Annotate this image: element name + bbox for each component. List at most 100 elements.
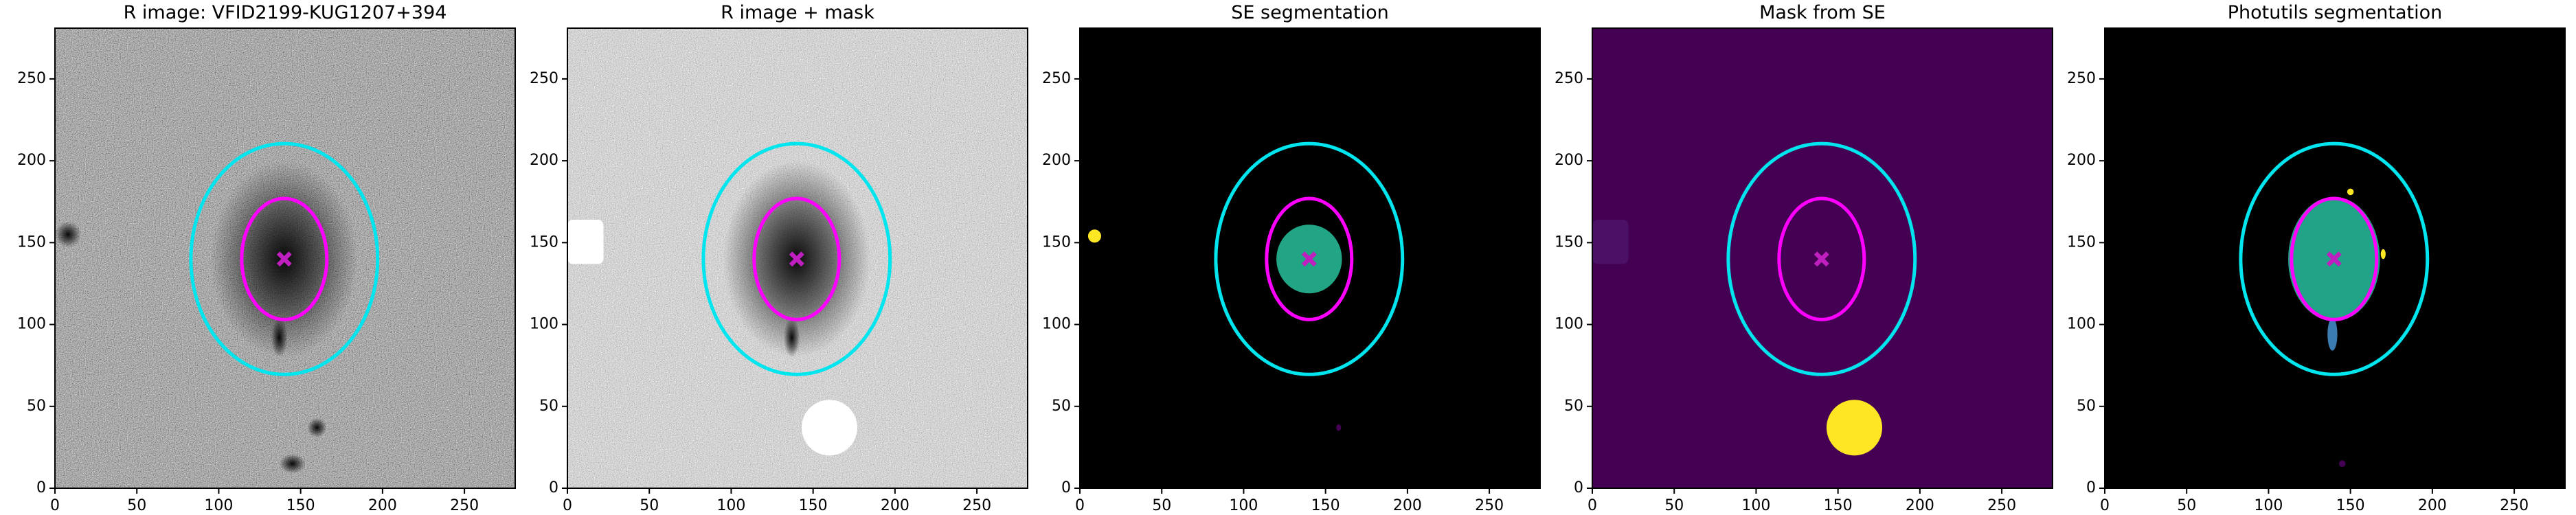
segment-region bbox=[1826, 400, 1883, 456]
segment-region bbox=[2338, 460, 2346, 468]
aperture-ellipse bbox=[2290, 196, 2379, 321]
center-marker bbox=[1814, 251, 1829, 267]
panel-title: R image: VFID2199-KUG1207+394 bbox=[124, 2, 447, 23]
x-tick-label: 100 bbox=[204, 497, 233, 514]
x-tick-label: 0 bbox=[1588, 497, 1597, 514]
y-tick-label: 250 bbox=[1042, 70, 1071, 87]
y-tick-label: 0 bbox=[1061, 479, 1071, 496]
y-tick-label: 250 bbox=[2067, 70, 2096, 87]
center-marker bbox=[2326, 251, 2342, 267]
aperture-ellipse bbox=[240, 196, 329, 321]
panel-title: SE segmentation bbox=[1231, 2, 1388, 23]
panel: Photutils segmentation 0 50 100 150 200 250 0 50… bbox=[2067, 2, 2566, 514]
x-tick-label: 50 bbox=[127, 497, 146, 514]
y-tick-label: 0 bbox=[549, 479, 558, 496]
y-tick-label: 250 bbox=[1555, 70, 1583, 87]
x-tick-label: 150 bbox=[286, 497, 315, 514]
plot-area bbox=[2105, 28, 2565, 488]
axes-frame bbox=[54, 27, 516, 489]
x-tick-label: 250 bbox=[962, 497, 991, 514]
center-marker bbox=[276, 251, 292, 267]
y-tick-label: 250 bbox=[17, 70, 46, 87]
y-tick-label: 50 bbox=[1052, 398, 1071, 415]
segment-region bbox=[271, 318, 288, 358]
y-tick-label: 0 bbox=[2086, 479, 2096, 496]
x-tick-label: 250 bbox=[1987, 497, 2016, 514]
y-tick-label: 250 bbox=[530, 70, 558, 87]
panel: SE segmentation 0 50 100 150 200 250 0 50 100 150 2… bbox=[1042, 2, 1541, 514]
y-tick-label: 100 bbox=[530, 316, 558, 333]
segment-region bbox=[783, 318, 800, 358]
x-tick-label: 50 bbox=[2177, 497, 2196, 514]
plot-area bbox=[567, 28, 1028, 488]
x-tick-label: 0 bbox=[563, 497, 572, 514]
y-tick-label: 50 bbox=[2077, 398, 2096, 415]
panel: R image + mask 0 50 100 150 200 250 0 50 100 150 20… bbox=[530, 2, 1028, 514]
y-tick-label: 150 bbox=[530, 233, 558, 251]
aperture-ellipse bbox=[1726, 141, 1917, 376]
center-marker bbox=[1301, 251, 1317, 267]
panel-title: R image + mask bbox=[721, 2, 874, 23]
axes-frame bbox=[567, 27, 1028, 489]
segment-region bbox=[279, 453, 306, 474]
x-tick-label: 250 bbox=[450, 497, 479, 514]
x-tick-label: 250 bbox=[2500, 497, 2529, 514]
aperture-ellipse bbox=[1265, 196, 1354, 321]
x-tick-label: 100 bbox=[716, 497, 745, 514]
aperture-ellipse bbox=[1777, 196, 1866, 321]
x-tick-label: 50 bbox=[1664, 497, 1684, 514]
y-tick-label: 100 bbox=[17, 316, 46, 333]
y-tick-label: 150 bbox=[2067, 233, 2096, 251]
panel-title: Photutils segmentation bbox=[2228, 2, 2443, 23]
segment-region bbox=[1087, 229, 1101, 243]
plot-area bbox=[55, 28, 515, 488]
x-tick-label: 150 bbox=[1311, 497, 1340, 514]
x-tick-label: 150 bbox=[1824, 497, 1853, 514]
segment-region bbox=[2327, 318, 2338, 351]
y-tick-label: 50 bbox=[1564, 398, 1583, 415]
y-tick-label: 150 bbox=[1042, 233, 1071, 251]
x-tick-label: 50 bbox=[640, 497, 659, 514]
y-tick-label: 0 bbox=[36, 479, 46, 496]
x-tick-label: 0 bbox=[1075, 497, 1085, 514]
y-tick-label: 50 bbox=[539, 398, 558, 415]
y-tick-label: 200 bbox=[1555, 152, 1583, 169]
x-tick-label: 150 bbox=[2336, 497, 2365, 514]
aperture-ellipse bbox=[189, 141, 380, 376]
plot-area bbox=[1592, 28, 2053, 488]
x-tick-label: 200 bbox=[881, 497, 909, 514]
segment-region bbox=[2380, 249, 2386, 260]
y-tick-label: 100 bbox=[2067, 316, 2096, 333]
x-tick-label: 0 bbox=[50, 497, 60, 514]
x-tick-label: 100 bbox=[2254, 497, 2283, 514]
x-tick-label: 200 bbox=[368, 497, 397, 514]
aperture-ellipse bbox=[2239, 141, 2430, 376]
y-tick-label: 200 bbox=[1042, 152, 1071, 169]
x-tick-label: 100 bbox=[1229, 497, 1258, 514]
x-tick-label: 200 bbox=[1393, 497, 1422, 514]
y-tick-label: 100 bbox=[1555, 316, 1583, 333]
y-tick-label: 100 bbox=[1042, 316, 1071, 333]
x-tick-label: 200 bbox=[1906, 497, 1934, 514]
segment-region bbox=[55, 221, 82, 248]
segment-region bbox=[1336, 424, 1342, 431]
axes-frame bbox=[2104, 27, 2566, 489]
x-tick-label: 250 bbox=[1475, 497, 1504, 514]
x-tick-label: 100 bbox=[1741, 497, 1770, 514]
x-tick-label: 200 bbox=[2418, 497, 2447, 514]
panel-title: Mask from SE bbox=[1759, 2, 1886, 23]
aperture-ellipse bbox=[752, 196, 841, 321]
aperture-ellipse bbox=[1214, 141, 1405, 376]
x-tick-label: 0 bbox=[2100, 497, 2110, 514]
panel: Mask from SE 0 50 100 150 200 250 0 50 100 150 200 2… bbox=[1555, 2, 2053, 514]
axes-frame bbox=[1079, 27, 1541, 489]
y-tick-label: 50 bbox=[27, 398, 46, 415]
y-tick-label: 150 bbox=[17, 233, 46, 251]
x-tick-label: 150 bbox=[799, 497, 828, 514]
x-tick-label: 50 bbox=[1152, 497, 1171, 514]
plot-area bbox=[1080, 28, 1540, 488]
aperture-ellipse bbox=[701, 141, 892, 376]
mask-region bbox=[1592, 219, 1629, 264]
y-tick-label: 150 bbox=[1555, 233, 1583, 251]
